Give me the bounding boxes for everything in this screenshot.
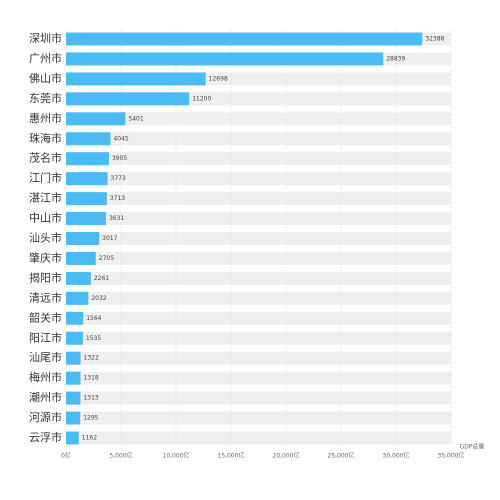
value-label: 3631 (109, 215, 124, 222)
category-label: 肇庆市 (29, 250, 62, 264)
category-label: 茂名市 (29, 151, 62, 165)
bar-track (66, 311, 451, 325)
bar (66, 112, 126, 126)
value-label: 32388 (425, 36, 444, 43)
bar-track (66, 172, 451, 186)
category-label: 汕头市 (29, 231, 62, 245)
bar-track (66, 391, 451, 405)
category-label: 梅州市 (29, 370, 62, 384)
bar (66, 351, 81, 365)
value-label: 12698 (209, 75, 228, 82)
x-tick-label: 0亿 (61, 452, 71, 460)
bar-track (66, 411, 451, 425)
value-label: 1162 (82, 435, 97, 442)
category-label: 云浮市 (29, 430, 62, 444)
bar (66, 411, 81, 425)
bar (66, 32, 423, 46)
bar-track (66, 232, 451, 245)
value-label: 4045 (113, 135, 128, 142)
category-label: 潮州市 (29, 390, 62, 404)
bar (66, 391, 81, 405)
x-tick-label: 10,000亿 (163, 452, 190, 460)
value-label: 3017 (102, 235, 117, 242)
category-label: 阳江市 (29, 330, 62, 344)
bar (66, 92, 190, 106)
value-label: 3713 (110, 195, 125, 202)
bar-track (66, 192, 451, 206)
bar (66, 371, 81, 385)
value-label: 3773 (111, 175, 126, 182)
bar (66, 431, 79, 445)
x-tick-label: 25,000亿 (328, 452, 355, 460)
category-label: 清远市 (29, 290, 62, 304)
category-label: 佛山市 (29, 71, 62, 85)
bar (66, 291, 89, 305)
value-label: 1313 (83, 395, 98, 402)
category-label: 惠州市 (29, 111, 62, 125)
bar-track (66, 212, 451, 226)
x-tick-label: 5,000亿 (109, 452, 132, 460)
bar (66, 232, 100, 245)
value-label: 28839 (386, 55, 405, 62)
bar-track (66, 271, 451, 285)
value-label: 2032 (91, 295, 106, 302)
bar (66, 212, 106, 226)
value-label: 1322 (84, 355, 99, 362)
category-label: 韶关市 (29, 310, 62, 324)
bar-track (66, 331, 451, 345)
bar-track (66, 351, 451, 365)
bar (66, 172, 108, 186)
bar (66, 251, 96, 265)
x-tick-label: 35,000亿 (438, 452, 465, 460)
x-tick-label: 20,000亿 (273, 452, 300, 460)
bar (66, 132, 111, 146)
bar-track (66, 431, 451, 445)
bar (66, 271, 91, 285)
bar-track (66, 112, 451, 126)
bar (66, 52, 384, 66)
bar-track (66, 152, 451, 166)
value-label: 11200 (192, 95, 211, 102)
bar (66, 192, 107, 206)
x-tick-label: 30,000亿 (383, 452, 410, 460)
value-label: 3905 (112, 155, 127, 162)
value-label: 1318 (83, 375, 98, 382)
bar (66, 311, 84, 325)
value-label: 1535 (86, 335, 101, 342)
category-label: 湛江市 (29, 191, 62, 205)
category-label: 广州市 (29, 51, 62, 65)
category-label: 中山市 (29, 211, 62, 225)
value-label: 2261 (94, 275, 109, 282)
category-label: 揭阳市 (29, 270, 62, 284)
bar (66, 152, 109, 166)
category-label: 汕尾市 (29, 350, 62, 364)
value-label: 1564 (86, 315, 101, 322)
category-label: 深圳市 (29, 31, 62, 45)
bar (66, 72, 206, 86)
value-label: 2705 (99, 255, 114, 262)
bar-track (66, 371, 451, 385)
bar-track (66, 251, 451, 265)
category-label: 东莞市 (29, 91, 62, 105)
x-tick-label: 15,000亿 (218, 452, 245, 460)
x-axis-title: GDP总量 (460, 443, 485, 451)
bar-track (66, 132, 451, 146)
category-label: 江门市 (29, 171, 62, 185)
category-label: 珠海市 (29, 131, 62, 145)
bar (66, 331, 83, 345)
category-label: 河源市 (29, 410, 62, 424)
value-label: 5401 (128, 115, 143, 122)
value-label: 1295 (83, 415, 98, 422)
bar-track (66, 291, 451, 305)
